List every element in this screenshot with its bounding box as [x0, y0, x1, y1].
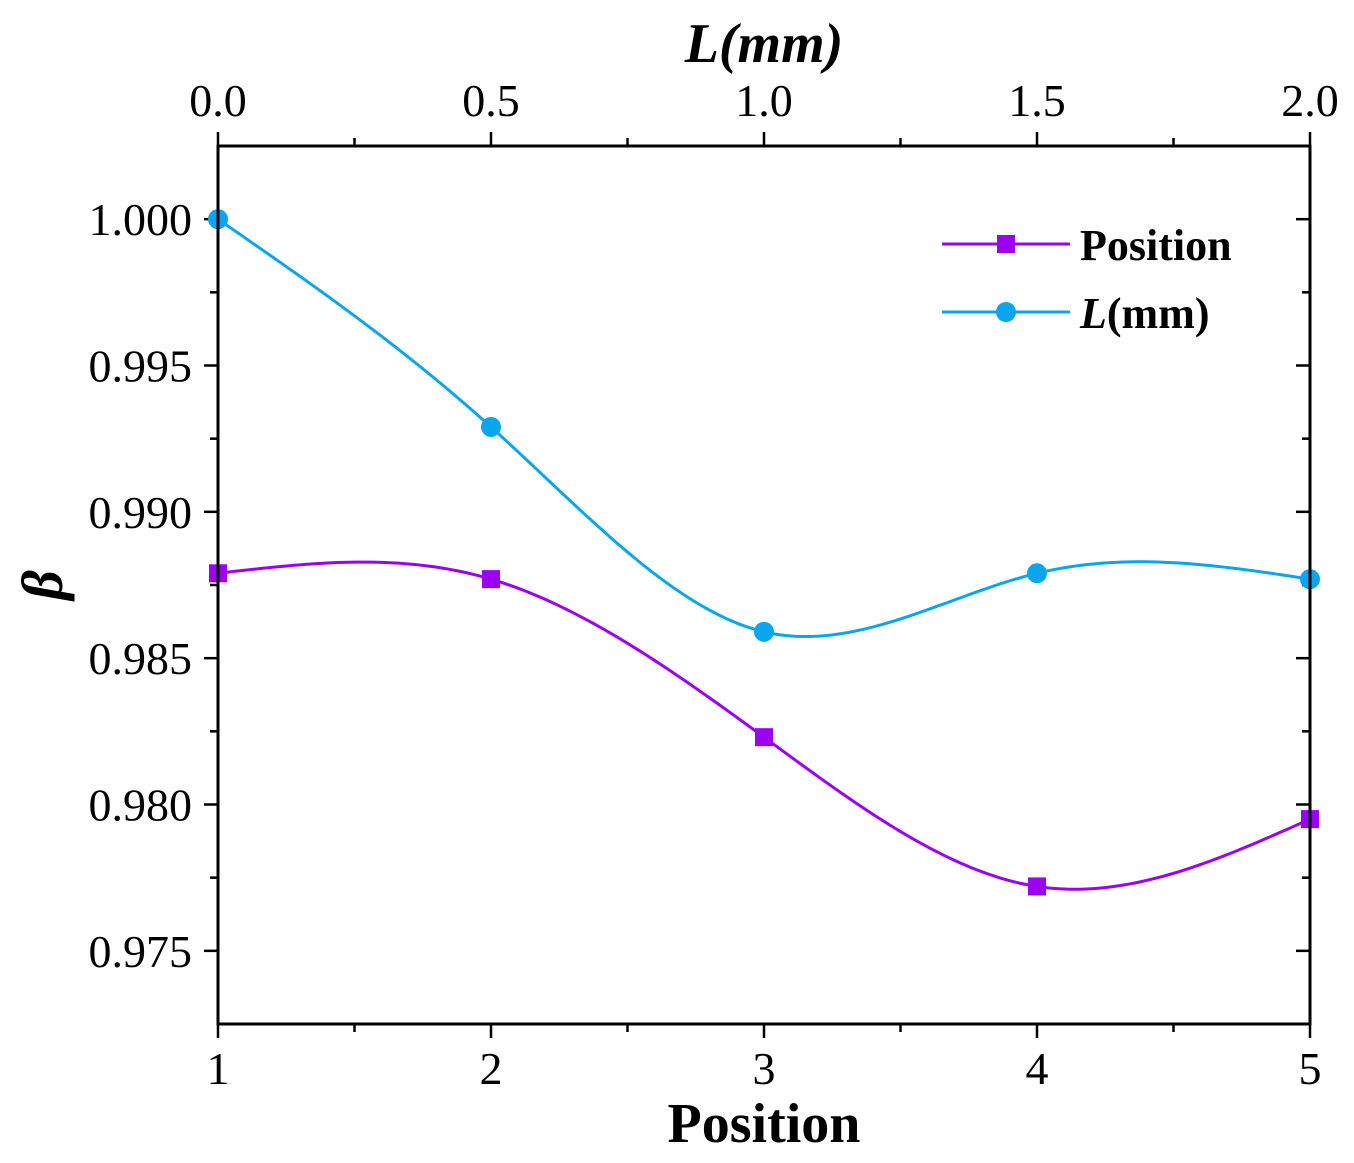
x-tick-label-bottom: 5	[1299, 1043, 1322, 1094]
x-tick-label-bottom: 4	[1026, 1043, 1049, 1094]
x-axis-title: Position	[668, 1093, 861, 1155]
x-tick-label-top: 0.5	[462, 75, 520, 126]
legend-marker-l	[996, 302, 1016, 322]
data-point-l-mm	[481, 416, 501, 437]
y-tick-label: 0.980	[89, 780, 193, 831]
y-tick-label: 0.990	[89, 487, 193, 538]
x-tick-label-top: 1.0	[735, 75, 793, 126]
legend: Position L(mm)	[942, 221, 1232, 338]
data-point-position	[482, 570, 500, 589]
data-point-l-mm	[1027, 563, 1047, 584]
plot-frame	[216, 144, 1312, 1026]
data-point-position	[755, 728, 773, 747]
legend-label-position: Position	[1080, 221, 1232, 270]
x-tick-label-bottom: 1	[207, 1043, 230, 1094]
x-tick-label-bottom: 3	[753, 1043, 776, 1094]
legend-marker-position	[997, 235, 1015, 253]
x-tick-label-top: 0.0	[189, 75, 247, 126]
tick-labels: 0.975 0.980 0.985 0.990 0.995 1.000 1 2 3 4 5 0.0 0.…	[89, 75, 1339, 1094]
data-point-position	[1028, 877, 1046, 896]
x-tick-label-top: 1.5	[1008, 75, 1066, 126]
top-axis-title: L(mm)	[684, 13, 844, 75]
x-tick-label-top: 2.0	[1281, 75, 1339, 126]
y-tick-label: 0.985	[89, 633, 193, 684]
x-tick-label-bottom: 2	[480, 1043, 503, 1094]
legend-label-l: L(mm)	[1079, 289, 1210, 338]
series-line-l-mm	[217, 217, 1311, 639]
y-tick-label: 0.995	[89, 341, 193, 392]
series-line-position	[217, 560, 1311, 891]
data-point-l-mm	[754, 621, 774, 642]
y-tick-label: 0.975	[89, 926, 193, 977]
y-tick-label: 1.000	[89, 194, 193, 245]
axis-ticks	[204, 132, 1312, 1038]
y-axis-title: β	[10, 570, 75, 602]
